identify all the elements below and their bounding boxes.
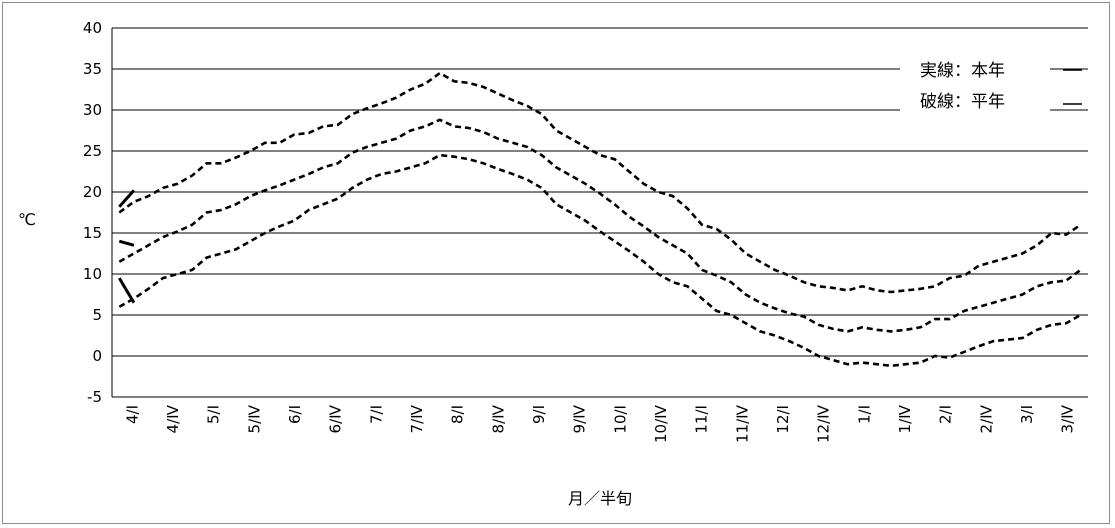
x-tick-label: 3/Ⅰ: [1018, 405, 1036, 424]
series-line-3: [118, 189, 136, 208]
series-line-0: [118, 71, 1082, 294]
x-tick-label: 12/Ⅰ: [774, 405, 792, 434]
x-tick-label: 2/Ⅰ: [937, 405, 955, 424]
y-tick-label: -5: [87, 388, 102, 406]
legend: 実線：本年 破線：平年: [900, 44, 1082, 116]
series-line-1: [118, 118, 1082, 333]
x-tick-label: 7/Ⅰ: [367, 405, 385, 424]
x-tick-label: 3/Ⅳ: [1059, 405, 1077, 434]
y-tick-label: 25: [83, 142, 102, 160]
legend-item-solid: 実線：本年: [920, 61, 1005, 81]
x-tick-label: 9/Ⅰ: [530, 405, 548, 424]
x-tick-label: 11/Ⅰ: [693, 405, 711, 434]
x-tick-label: 12/Ⅳ: [815, 405, 833, 443]
y-axis-title: ℃: [18, 210, 36, 229]
x-tick-label: 10/Ⅰ: [611, 405, 629, 434]
x-tick-label: 11/Ⅳ: [733, 405, 751, 443]
legend-box: [900, 44, 1050, 116]
y-tick-label: 40: [83, 19, 102, 37]
x-tick-label: 4/Ⅰ: [123, 405, 141, 424]
x-tick-label: 5/Ⅰ: [205, 405, 223, 424]
x-tick-label: 6/Ⅰ: [286, 405, 304, 424]
y-tick-label: 10: [83, 265, 102, 283]
grid-lines: [112, 27, 1088, 398]
series-line-5: [118, 277, 136, 304]
y-tick-label: 15: [83, 224, 102, 242]
y-tick-label: 5: [92, 306, 102, 324]
y-tick-label: 20: [83, 183, 102, 201]
x-tick-label: 4/Ⅳ: [164, 405, 182, 434]
x-tick-label: 2/Ⅳ: [977, 405, 995, 434]
x-axis-title: 月／半旬: [568, 489, 632, 508]
y-tick-label: 0: [92, 347, 102, 365]
x-tick-label: 9/Ⅳ: [571, 405, 589, 434]
x-tick-label: 6/Ⅳ: [327, 405, 345, 434]
y-tick-labels: -5 0 5 10 15 20 25 30 35 40: [83, 19, 102, 406]
y-tick-label: 30: [83, 101, 102, 119]
y-tick-label: 35: [83, 60, 102, 78]
x-tick-label: 10/Ⅳ: [652, 405, 670, 443]
x-tick-label: 8/Ⅰ: [449, 405, 467, 424]
x-tick-label: 7/Ⅳ: [408, 405, 426, 434]
series-lines: [118, 71, 1082, 368]
legend-item-dashed: 破線：平年: [920, 92, 1005, 112]
x-tick-label: 1/Ⅰ: [855, 405, 873, 424]
x-tick-label: 1/Ⅳ: [896, 405, 914, 434]
x-tick-label: 8/Ⅳ: [489, 405, 507, 434]
x-tick-labels: 4/Ⅰ 4/Ⅳ 5/Ⅰ 5/Ⅳ 6/Ⅰ 6/Ⅳ 7/Ⅰ 7/Ⅳ 8/Ⅰ 8/Ⅳ 9/Ⅰ 9/Ⅳ 10/Ⅰ…: [123, 405, 1076, 443]
x-tick-label: 5/Ⅳ: [245, 405, 263, 434]
series-line-4: [118, 239, 135, 247]
series-line-2: [118, 153, 1082, 368]
